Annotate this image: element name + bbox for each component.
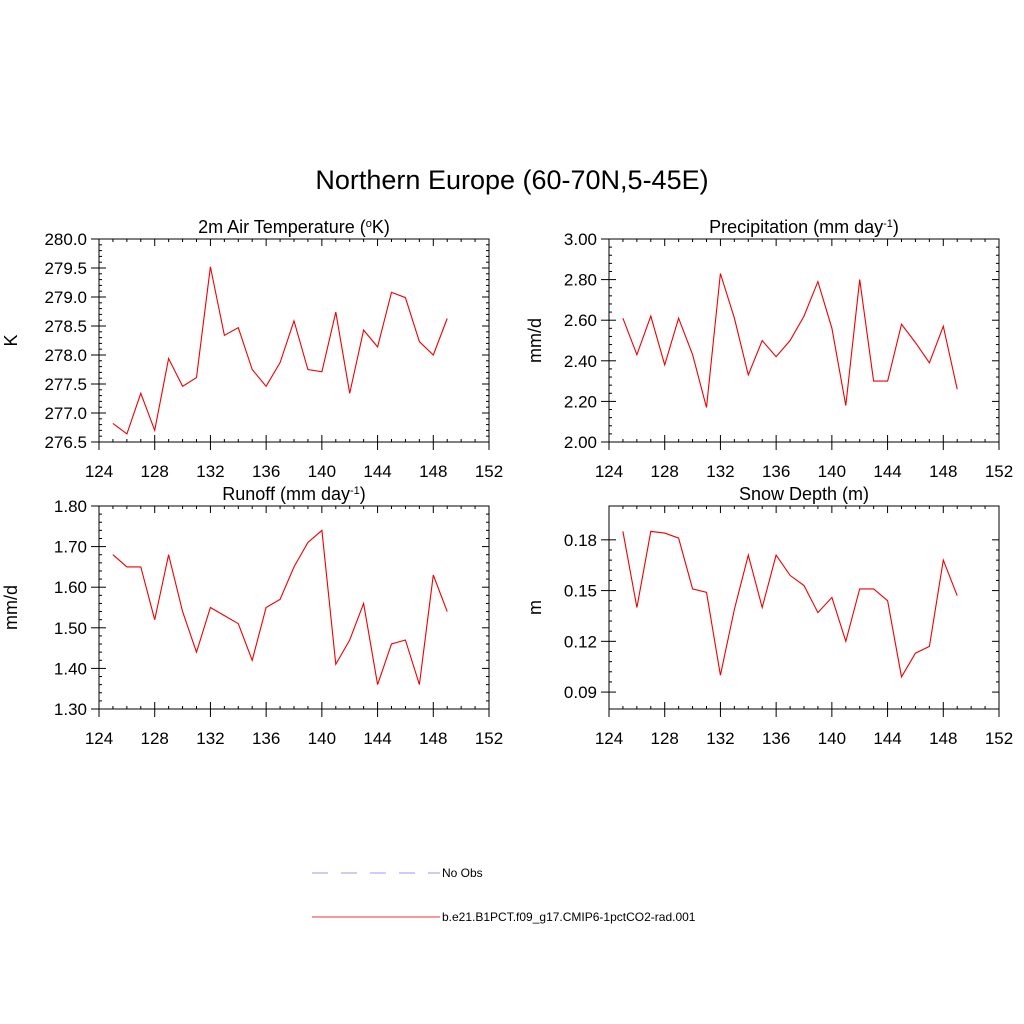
air-temperature-x-tick-label: 136 bbox=[252, 462, 280, 481]
air-temperature-y-tick-label: 278.5 bbox=[44, 317, 87, 336]
air-temperature-y-tick-label: 279.5 bbox=[44, 259, 87, 278]
runoff-y-axis-label: mm/d bbox=[1, 585, 21, 630]
precipitation-frame bbox=[608, 238, 1000, 443]
air-temperature-x-tick-label: 144 bbox=[363, 462, 391, 481]
precipitation-y-tick-label: 2.80 bbox=[564, 271, 597, 290]
air-temperature-y-tick-label: 278.0 bbox=[44, 346, 87, 365]
precipitation-x-tick-label: 140 bbox=[818, 462, 846, 481]
runoff-x-tick-label: 144 bbox=[363, 729, 391, 748]
runoff-x-tick-label: 124 bbox=[85, 729, 113, 748]
air-temperature-x-tick-label: 152 bbox=[475, 462, 503, 481]
snow-depth-x-tick-label: 152 bbox=[985, 729, 1013, 748]
air-temperature-y-tick-label: 277.0 bbox=[44, 404, 87, 423]
legend-label-no-obs: No Obs bbox=[442, 866, 483, 880]
runoff-y-tick-label: 1.40 bbox=[54, 659, 87, 678]
runoff-x-tick-label: 132 bbox=[196, 729, 224, 748]
snow-depth-series-line bbox=[622, 530, 958, 679]
precipitation-y-tick-label: 2.40 bbox=[564, 352, 597, 371]
legend-label-model: b.e21.B1PCT.f09_g17.CMIP6-1pctCO2-rad.00… bbox=[442, 910, 696, 924]
air-temperature-frame bbox=[98, 238, 490, 443]
air-temperature-x-tick-label: 148 bbox=[419, 462, 447, 481]
runoff-y-tick-label: 1.30 bbox=[54, 700, 87, 719]
snow-depth-x-tick-label: 148 bbox=[929, 729, 957, 748]
runoff-y-tick-label: 1.70 bbox=[54, 538, 87, 557]
runoff-x-tick-label: 136 bbox=[252, 729, 280, 748]
air-temperature-title: 2m Air Temperature (oK) bbox=[198, 217, 390, 237]
air-temperature-y-tick-label: 280.0 bbox=[44, 230, 87, 249]
runoff-x-tick-label: 140 bbox=[308, 729, 336, 748]
snow-depth-x-tick-label: 144 bbox=[873, 729, 901, 748]
snow-depth-y-tick-label: 0.09 bbox=[564, 683, 597, 702]
runoff-x-tick-label: 128 bbox=[141, 729, 169, 748]
snow-depth-x-tick-label: 128 bbox=[651, 729, 679, 748]
runoff-y-tick-label: 1.80 bbox=[54, 497, 87, 516]
air-temperature-x-tick-label: 128 bbox=[141, 462, 169, 481]
air-temperature-x-tick-label: 132 bbox=[196, 462, 224, 481]
precipitation-x-tick-label: 124 bbox=[595, 462, 623, 481]
air-temperature-y-tick-label: 276.5 bbox=[44, 433, 87, 452]
snow-depth-y-tick-label: 0.15 bbox=[564, 582, 597, 601]
panel-runoff: 124 128 132 136 140 144 148 152 1.30 1.40 1.50 1.60… bbox=[1, 484, 503, 748]
runoff-y-tick-label: 1.50 bbox=[54, 619, 87, 638]
air-temperature-y-axis-label: K bbox=[1, 334, 21, 346]
runoff-x-tick-label: 152 bbox=[475, 729, 503, 748]
air-temperature-x-tick-label: 140 bbox=[308, 462, 336, 481]
air-temperature-y-tick-label: 279.0 bbox=[44, 288, 87, 307]
panel-air-temperature: 124 128 132 136 140 144 148 152 276.5 277.0 277.5 2… bbox=[1, 217, 503, 481]
legend bbox=[312, 872, 440, 918]
runoff-x-tick-label: 148 bbox=[419, 729, 447, 748]
air-temperature-series-line bbox=[112, 266, 448, 435]
precipitation-x-tick-label: 132 bbox=[706, 462, 734, 481]
snow-depth-x-tick-label: 132 bbox=[706, 729, 734, 748]
air-temperature-x-tick-label: 124 bbox=[85, 462, 113, 481]
precipitation-y-tick-label: 2.00 bbox=[564, 433, 597, 452]
precipitation-y-axis-label: mm/d bbox=[525, 318, 545, 363]
snow-depth-frame bbox=[608, 505, 1000, 710]
snow-depth-x-tick-label: 136 bbox=[762, 729, 790, 748]
runoff-y-tick-label: 1.60 bbox=[54, 578, 87, 597]
precipitation-x-tick-label: 148 bbox=[929, 462, 957, 481]
precipitation-y-tick-label: 2.20 bbox=[564, 392, 597, 411]
panel-precipitation: 124 128 132 136 140 144 148 152 2.00 2.20 2.40 2.60… bbox=[525, 217, 1013, 481]
snow-depth-y-axis-label: m bbox=[525, 600, 545, 615]
precipitation-x-tick-label: 144 bbox=[873, 462, 901, 481]
precipitation-x-tick-label: 128 bbox=[651, 462, 679, 481]
runoff-title: Runoff (mm day-1) bbox=[222, 484, 366, 504]
figure-title: Northern Europe (60-70N,5-45E) bbox=[315, 165, 709, 195]
snow-depth-title: Snow Depth (m) bbox=[739, 484, 869, 504]
runoff-series-line bbox=[112, 529, 448, 685]
precipitation-x-tick-label: 152 bbox=[985, 462, 1013, 481]
snow-depth-y-tick-label: 0.12 bbox=[564, 632, 597, 651]
snow-depth-y-tick-label: 0.18 bbox=[564, 531, 597, 550]
precipitation-title: Precipitation (mm day-1) bbox=[709, 217, 899, 237]
precipitation-series-line bbox=[622, 273, 958, 408]
air-temperature-y-tick-label: 277.5 bbox=[44, 375, 87, 394]
panel-snow-depth: 124 128 132 136 140 144 148 152 0.09 0.12 0.15 0.18… bbox=[525, 484, 1013, 748]
precipitation-y-tick-label: 3.00 bbox=[564, 230, 597, 249]
snow-depth-x-tick-label: 124 bbox=[595, 729, 623, 748]
precipitation-x-tick-label: 136 bbox=[762, 462, 790, 481]
snow-depth-x-tick-label: 140 bbox=[818, 729, 846, 748]
precipitation-y-tick-label: 2.60 bbox=[564, 311, 597, 330]
